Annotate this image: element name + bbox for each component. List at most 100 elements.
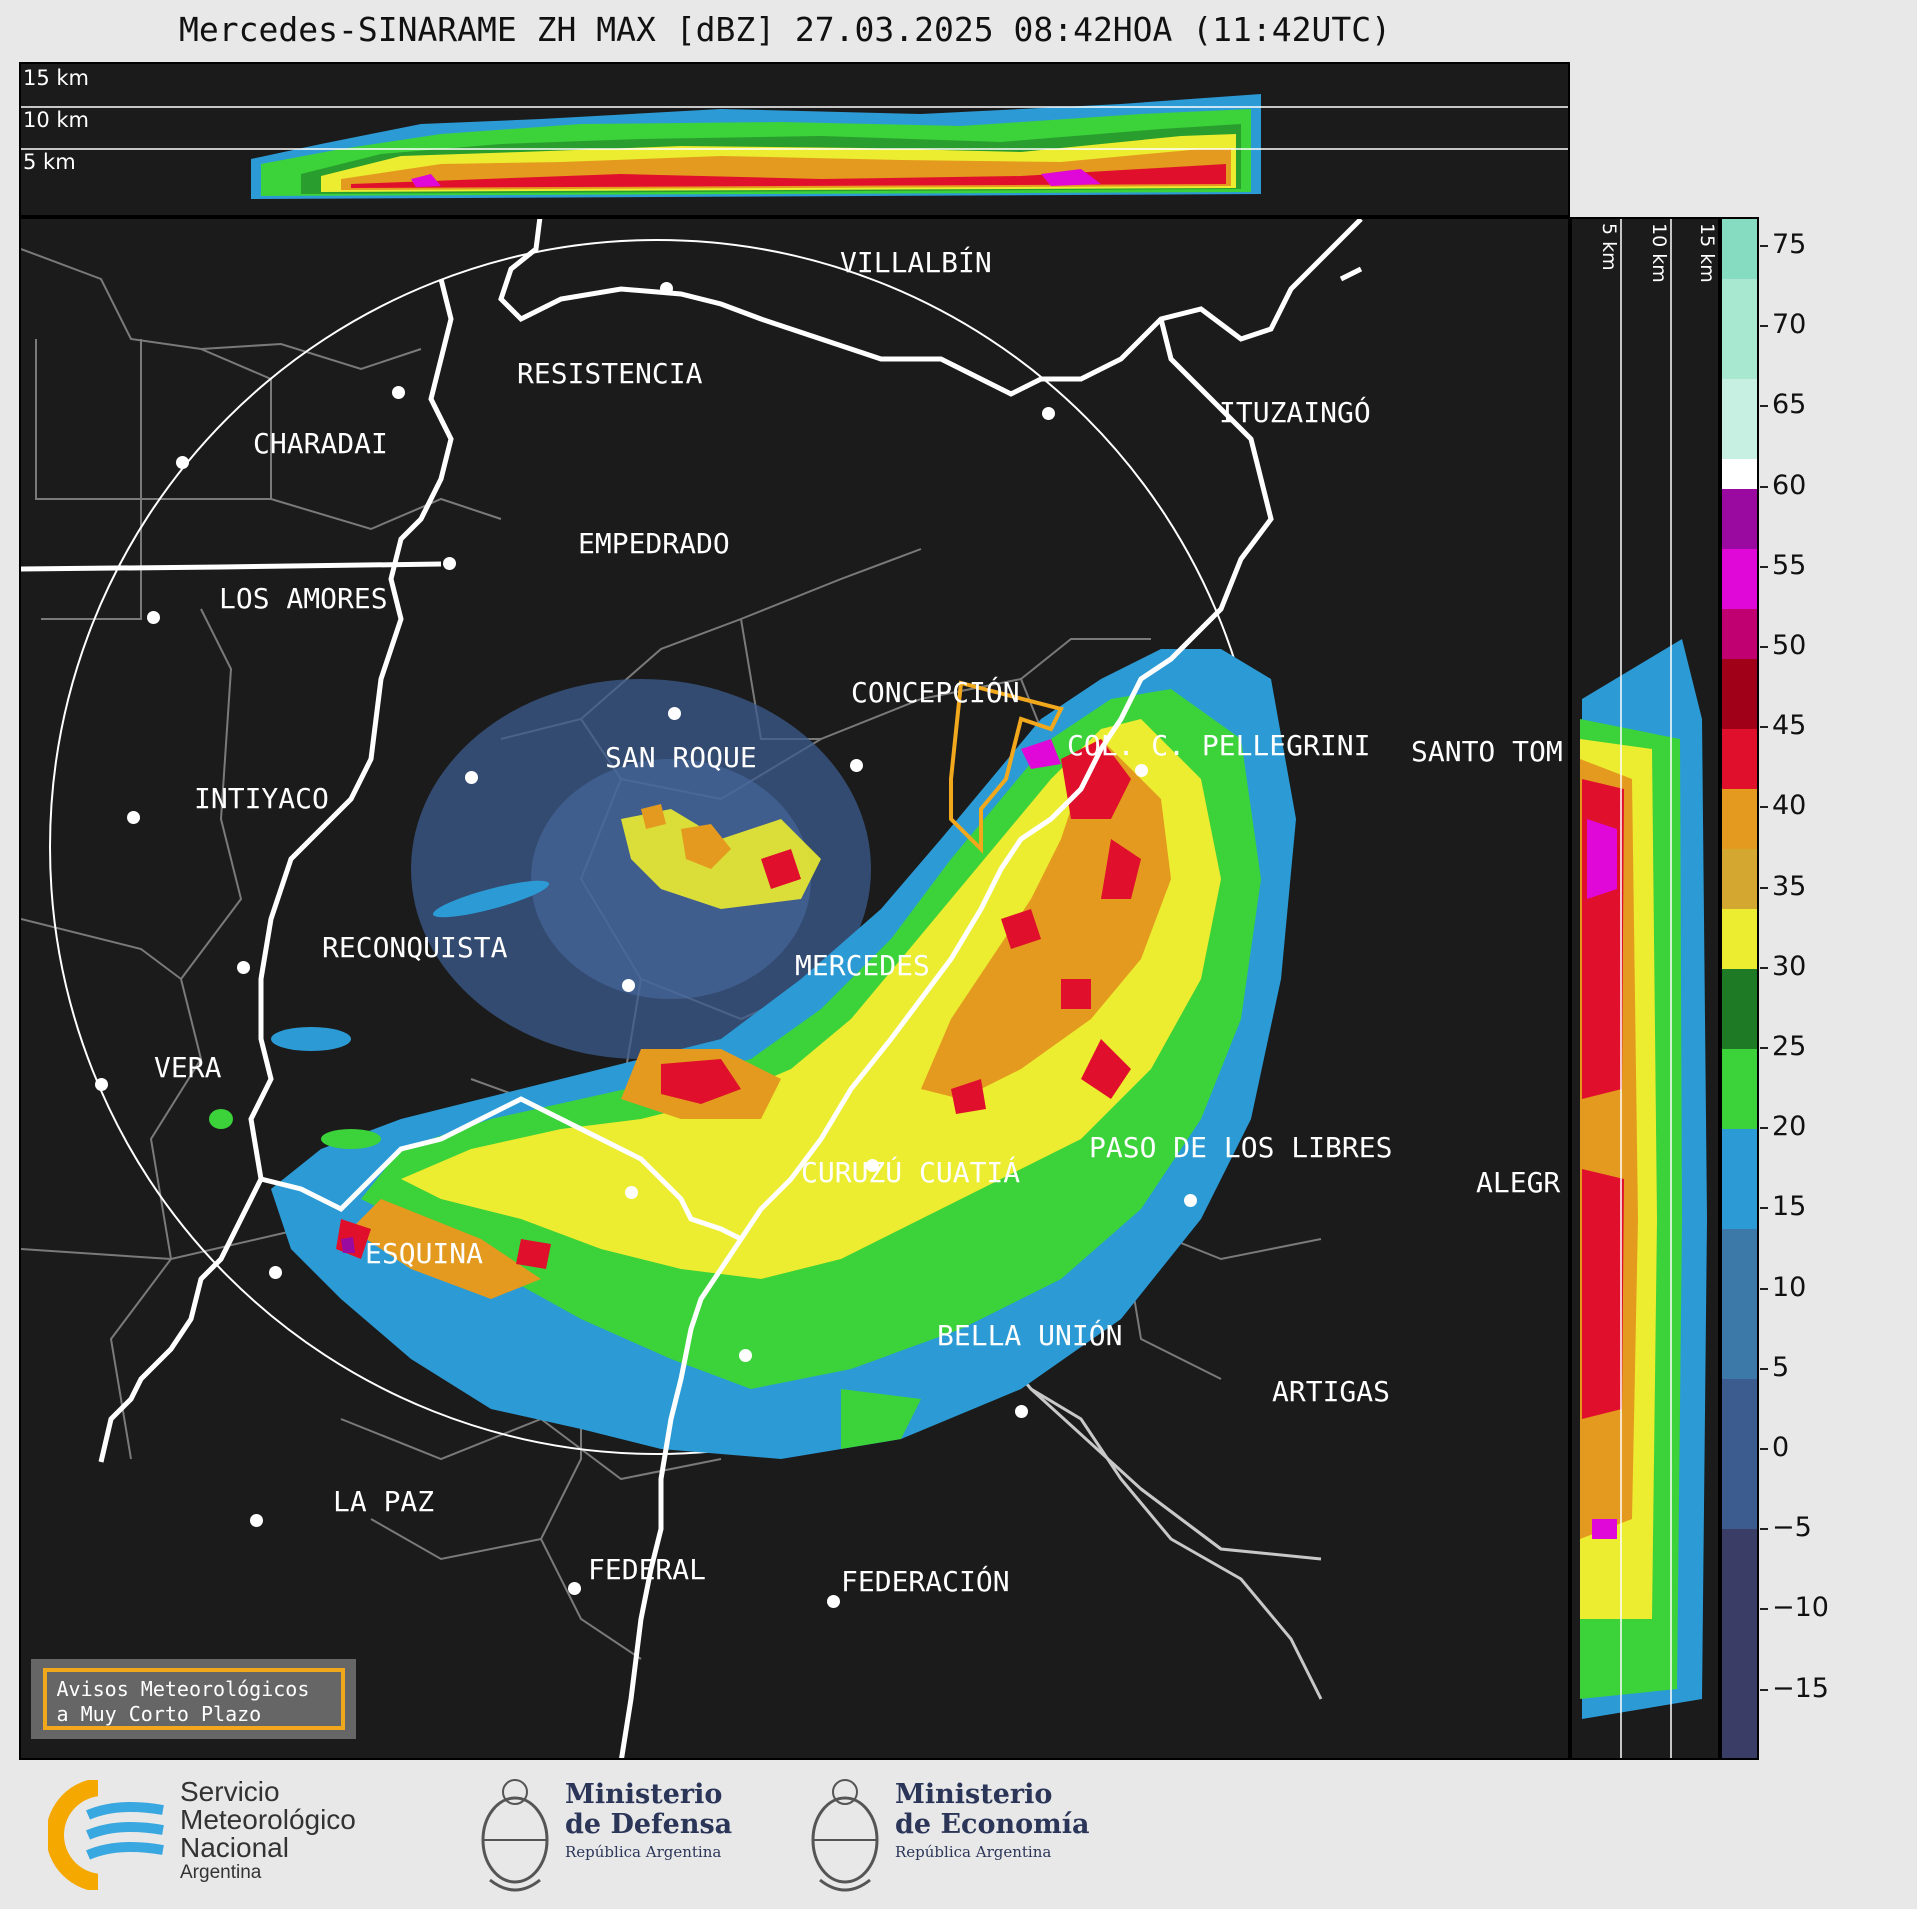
radar-map[interactable]: VILLALBÍN RESISTENCIA CHARADAI ITUZAINGÓ… (19, 217, 1570, 1760)
colorbar-tick-label: 45 (1772, 710, 1807, 742)
defensa-logo-text: Ministerio de Defensa República Argentin… (565, 1780, 732, 1864)
colorbar-tick-mark (1760, 886, 1768, 889)
city-label-empedrado: EMPEDRADO (578, 527, 730, 560)
city-label-los-amores: LOS AMORES (219, 582, 388, 615)
warning-legend-box: Avisos Meteorológicos a Muy Corto Plazo (31, 1659, 356, 1739)
side-cross-section: 5 km 10 km 15 km (1570, 217, 1720, 1760)
city-label-mercedes: MERCEDES (795, 949, 930, 982)
colorbar (1720, 217, 1759, 1760)
colorbar-tick-mark (1760, 325, 1768, 328)
city-dot (660, 282, 673, 295)
colorbar-tick-mark (1760, 1367, 1768, 1370)
colorbar-tick-label: 10 (1772, 1271, 1807, 1303)
city-label-reconquista: RECONQUISTA (322, 931, 508, 964)
colorbar-tick-mark (1760, 565, 1768, 568)
warning-legend-frame: Avisos Meteorológicos a Muy Corto Plazo (42, 1668, 345, 1730)
smn-line1: Servicio (180, 1776, 280, 1807)
city-dot (147, 611, 160, 624)
argentina-coat-of-arms-icon (481, 1779, 549, 1892)
colorbar-tick-mark (1760, 1528, 1768, 1531)
rivers-borders (21, 219, 1363, 1758)
colorbar-tick-label: 20 (1772, 1111, 1807, 1143)
colorbar-tick-label: 5 (1772, 1351, 1790, 1383)
city-label-bella-union: BELLA UNIÓN (937, 1319, 1123, 1352)
smn-line4: Argentina (180, 1862, 262, 1883)
map-title: Mercedes-SINARAME ZH MAX [dBZ] 27.03.202… (179, 10, 1391, 49)
colorbar-tick-mark (1760, 1207, 1768, 1210)
city-label-col-pellegrini: COL. C. PELLEGRINI (1067, 729, 1371, 762)
city-label-la-paz: LA PAZ (333, 1485, 435, 1518)
city-label-artigas: ARTIGAS (1272, 1375, 1391, 1408)
colorbar-tick-mark (1760, 806, 1768, 809)
city-label-vera: VERA (154, 1051, 222, 1084)
top-height-label-10: 10 km (23, 108, 90, 132)
city-dot (625, 1186, 638, 1199)
colorbar-tick-label: 55 (1772, 549, 1807, 581)
colorbar-tick-label: 0 (1772, 1432, 1790, 1463)
economia-line3: República Argentina (895, 1843, 1052, 1861)
city-dot (392, 386, 405, 399)
radar-map-graphics (21, 219, 1363, 1758)
economia-logo-text: Ministerio de Economía República Argenti… (895, 1780, 1089, 1864)
top-cross-section-echoes (21, 94, 1568, 199)
footer: Servicio Meteorológico Nacional Argentin… (0, 1760, 1917, 1909)
colorbar-tick-label: −10 (1772, 1592, 1829, 1624)
colorbar-tick-label: 75 (1772, 229, 1807, 260)
colorbar-tick-mark (1760, 245, 1768, 247)
city-label-intiyaco: INTIYACO (194, 782, 329, 815)
side-height-label-15: 15 km (1696, 223, 1718, 283)
colorbar-gradient (1722, 219, 1757, 1758)
defensa-line2: de Defensa (565, 1809, 733, 1840)
colorbar-tick-label: 60 (1772, 469, 1807, 501)
city-dot (568, 1582, 581, 1595)
smn-logo-text: Servicio Meteorológico Nacional Argentin… (180, 1778, 356, 1884)
city-label-santo-tome: SANTO TOM (1411, 735, 1563, 768)
top-height-label-5: 5 km (23, 150, 76, 174)
colorbar-tick-mark (1760, 485, 1768, 488)
smn-line3: Nacional (180, 1832, 289, 1863)
city-label-concepcion: CONCEPCIÓN (851, 676, 1020, 709)
city-label-charadai: CHARADAI (253, 427, 388, 460)
city-label-paso-de-los-libres: PASO DE LOS LIBRES (1089, 1131, 1393, 1164)
defensa-line1: Ministerio (565, 1779, 723, 1810)
city-dot (827, 1595, 840, 1608)
colorbar-tick-label: −5 (1772, 1512, 1812, 1544)
colorbar-tick-mark (1760, 1287, 1768, 1290)
city-dot (269, 1266, 282, 1279)
city-label-ituzaingo: ITUZAINGÓ (1219, 396, 1371, 429)
city-label-federacion: FEDERACIÓN (841, 1565, 1010, 1598)
city-dot (1015, 1405, 1028, 1418)
side-height-label-10: 10 km (1648, 223, 1670, 283)
city-dot (176, 456, 189, 469)
colorbar-tick-mark (1760, 1608, 1768, 1611)
warning-polygon (949, 680, 1064, 854)
city-label-federal: FEDERAL (588, 1553, 707, 1586)
city-label-san-roque: SAN ROQUE (605, 741, 757, 774)
colorbar-tick-label: 25 (1772, 1031, 1807, 1062)
colorbar-tick-mark (1760, 646, 1768, 648)
colorbar-tick-mark (1760, 1127, 1768, 1130)
argentina-coat-of-arms-icon (811, 1779, 879, 1892)
city-dot (1135, 764, 1148, 777)
colorbar-tick-mark (1760, 726, 1768, 729)
colorbar-tick-mark (1760, 966, 1768, 969)
city-label-curuzu-cuatia: CURUZÚ CUATIÁ (801, 1156, 1021, 1189)
smn-line2: Meteorológico (180, 1804, 356, 1835)
city-dot (622, 979, 635, 992)
colorbar-tick-label: 50 (1772, 630, 1807, 661)
city-dot (1184, 1194, 1197, 1207)
warning-legend-line1: Avisos Meteorológicos (56, 1677, 310, 1701)
colorbar-tick-label: 15 (1772, 1191, 1807, 1223)
colorbar-tick-mark (1760, 1688, 1768, 1691)
colorbar-tick-mark (1760, 405, 1768, 408)
city-dot (443, 557, 456, 570)
city-label-esquina: ESQUINA (365, 1237, 484, 1270)
economia-line1: Ministerio (895, 1779, 1053, 1810)
city-dot (850, 759, 863, 772)
top-height-label-15: 15 km (23, 66, 90, 90)
city-dot (866, 1159, 879, 1172)
city-dot (95, 1078, 108, 1091)
colorbar-tick-label: 65 (1772, 389, 1807, 421)
city-dot (739, 1349, 752, 1362)
colorbar-tick-label: 35 (1772, 870, 1807, 902)
